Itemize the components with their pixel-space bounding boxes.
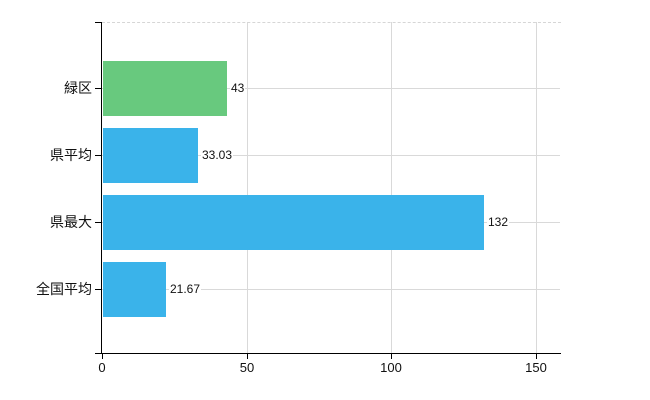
bar-value-label: 33.03 — [201, 147, 234, 163]
x-axis-tick — [391, 354, 392, 359]
category-label: 県最大 — [50, 214, 92, 230]
x-axis-tick-label: 100 — [380, 360, 402, 375]
y-axis-line — [101, 22, 102, 354]
bar — [103, 195, 484, 250]
x-axis-tick — [102, 354, 103, 359]
gridline-vertical — [247, 22, 248, 353]
y-axis-tick — [95, 353, 101, 354]
y-axis-tick — [95, 88, 101, 89]
x-axis-tick — [247, 354, 248, 359]
bar — [103, 61, 227, 116]
gridline-horizontal — [102, 289, 560, 290]
category-label: 全国平均 — [36, 281, 92, 297]
bar-value-label: 43 — [230, 80, 246, 96]
y-axis-tick — [95, 222, 101, 223]
category-label: 緑区 — [64, 80, 92, 96]
bar — [103, 262, 166, 317]
plot-top-border — [102, 22, 561, 23]
gridline-horizontal — [102, 155, 560, 156]
gridline-vertical — [391, 22, 392, 353]
bar-value-label: 132 — [487, 214, 510, 230]
gridline-horizontal — [102, 88, 560, 89]
category-label: 県平均 — [50, 147, 92, 163]
bar — [103, 128, 198, 183]
x-axis-tick-label: 50 — [239, 360, 255, 375]
gridline-vertical — [536, 22, 537, 353]
y-axis-tick — [95, 289, 101, 290]
bar-value-label: 21.67 — [169, 281, 202, 297]
x-axis-tick — [536, 354, 537, 359]
x-axis-line — [102, 353, 561, 354]
y-axis-tick — [95, 22, 101, 23]
y-axis-tick — [95, 155, 101, 156]
x-axis-tick-label: 150 — [525, 360, 547, 375]
x-axis-tick-label: 0 — [98, 360, 106, 375]
